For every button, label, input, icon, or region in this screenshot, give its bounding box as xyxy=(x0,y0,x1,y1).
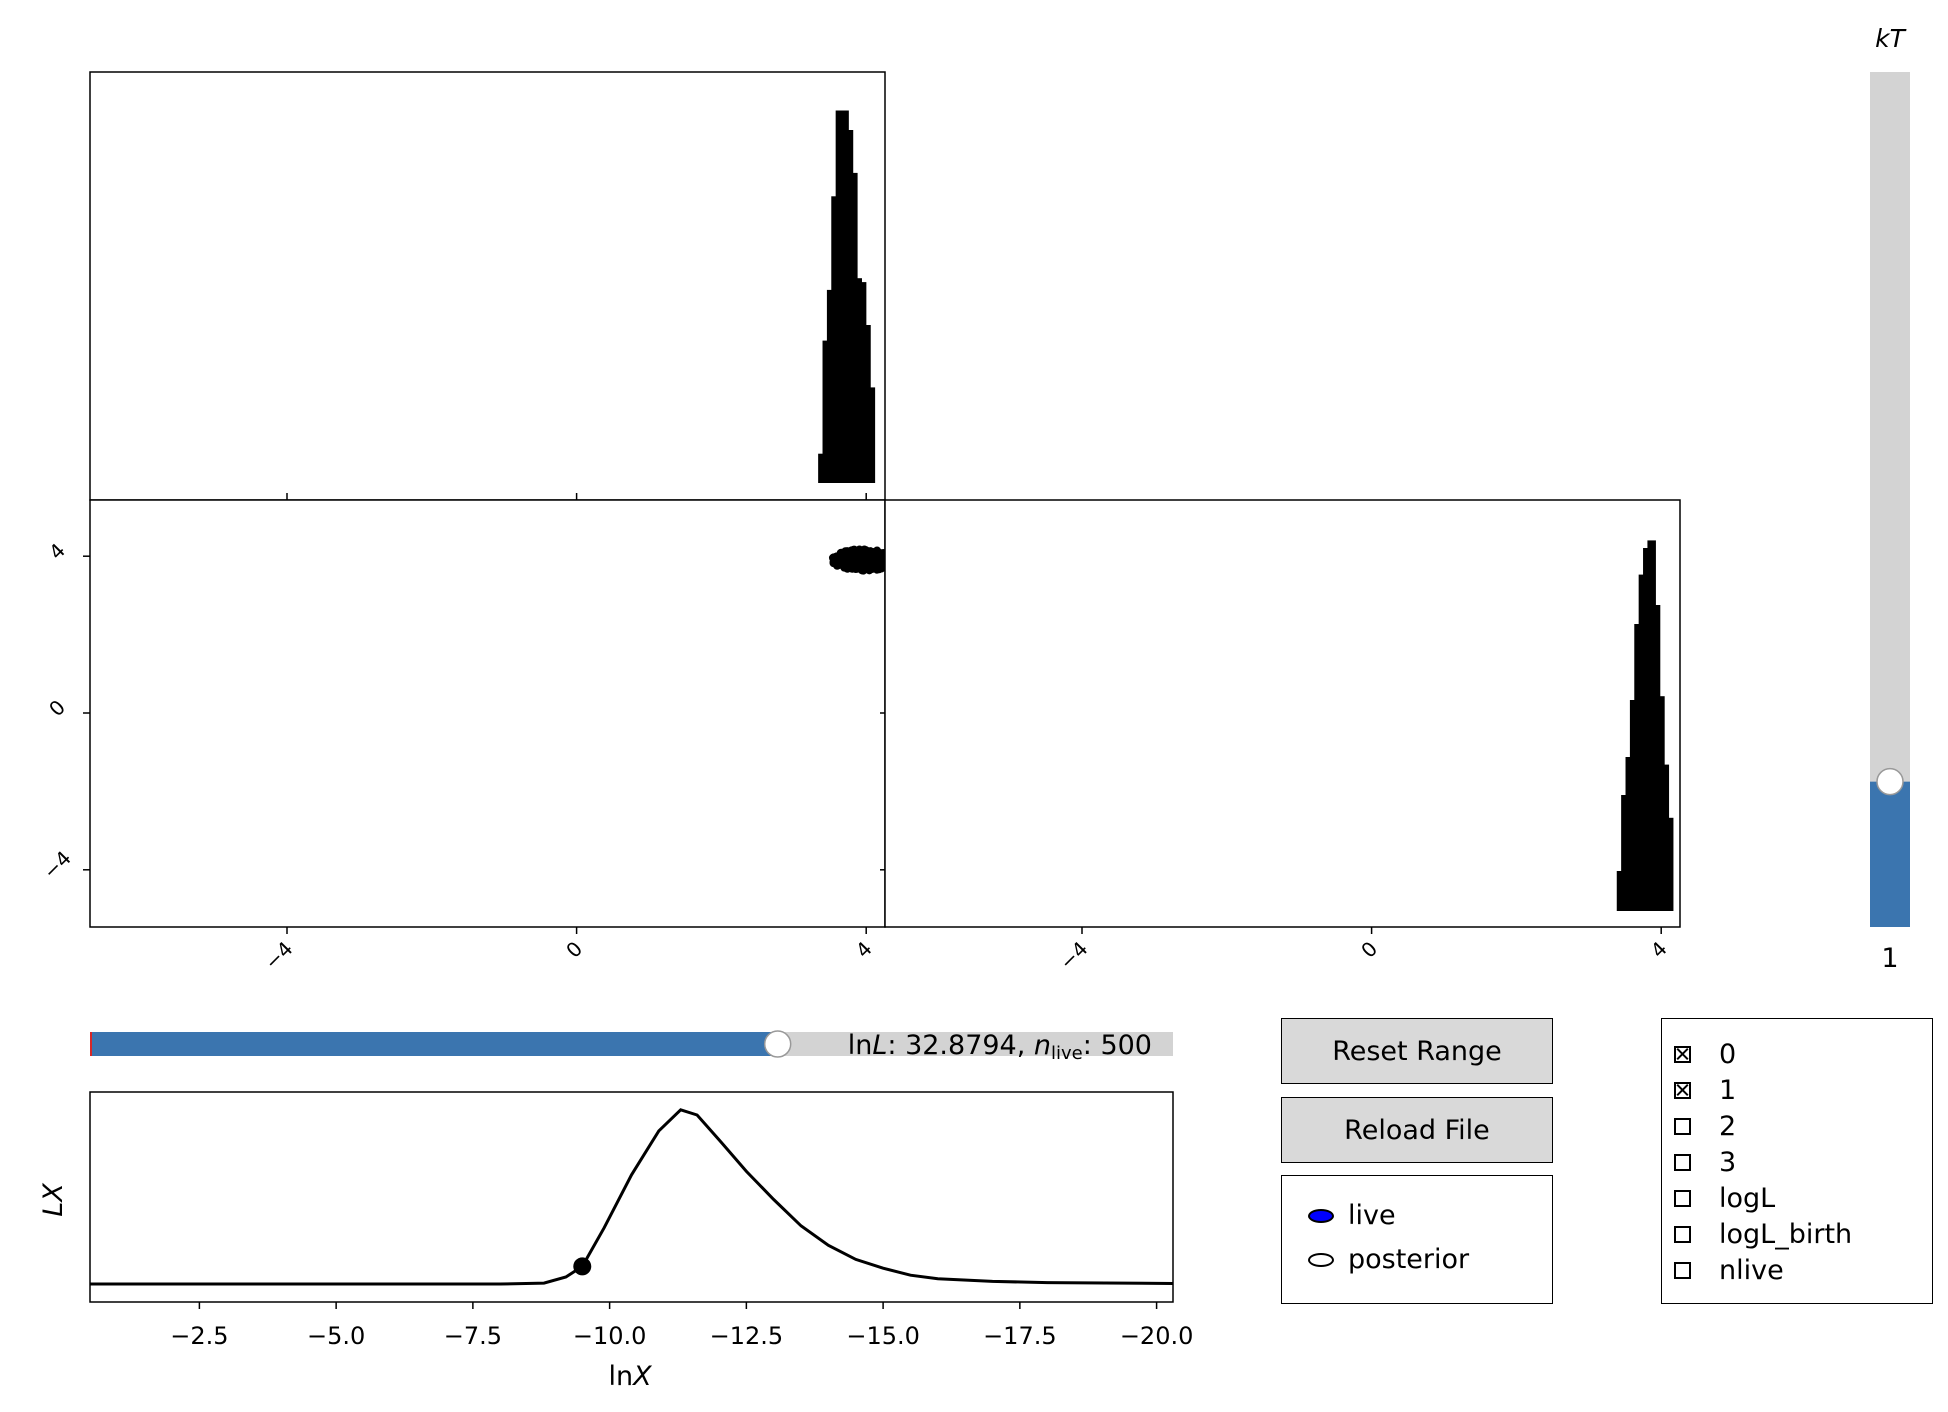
checkbox-label: nlive xyxy=(1719,1255,1784,1286)
lx-x-tick-label: −17.5 xyxy=(983,1322,1057,1350)
lx-x-tick-label: −15.0 xyxy=(846,1322,920,1350)
scatter-point xyxy=(832,559,841,568)
checkbox-param-2[interactable]: 2 xyxy=(1674,1111,1736,1142)
hist-panel-0[interactable] xyxy=(89,71,886,501)
hist0-bar xyxy=(866,387,876,483)
lx-x-tick-label: −5.0 xyxy=(307,1322,365,1350)
lx-current-point xyxy=(573,1257,592,1276)
radio-posterior-label: posterior xyxy=(1348,1244,1470,1275)
checkbox-label: 3 xyxy=(1719,1147,1737,1178)
reset-range-button[interactable]: Reset Range xyxy=(1281,1018,1553,1084)
checkbox-unchecked-icon xyxy=(1674,1262,1691,1279)
checkbox-unchecked-icon xyxy=(1674,1118,1691,1135)
x-tick-label: −4 xyxy=(1055,937,1093,975)
scatter-point xyxy=(868,564,877,573)
x-tick-label: 4 xyxy=(851,937,877,963)
checkbox-unchecked-icon xyxy=(1674,1190,1691,1207)
checkbox-checked-icon xyxy=(1674,1046,1691,1063)
x-tick-label: −4 xyxy=(260,937,298,975)
checkbox-label: logL_birth xyxy=(1719,1219,1853,1250)
checkbox-param-0[interactable]: 0 xyxy=(1674,1039,1736,1070)
scatter-panel[interactable] xyxy=(89,499,886,928)
scatter-point xyxy=(850,561,859,570)
checkbox-unchecked-icon xyxy=(1674,1154,1691,1171)
y-tick-label: 0 xyxy=(44,695,70,721)
x-tick-label: 4 xyxy=(1646,937,1672,963)
checkbox-label: logL xyxy=(1719,1183,1776,1214)
kt-slider-fill xyxy=(1870,781,1910,927)
checkbox-label: 1 xyxy=(1719,1075,1737,1106)
scatter-point xyxy=(843,558,852,567)
checkbox-label: 0 xyxy=(1719,1039,1737,1070)
parameter-checkbox-group: 0 1 2 3 logL logL_birth nlive xyxy=(1661,1018,1933,1304)
checkbox-param-3[interactable]: 3 xyxy=(1674,1147,1736,1178)
lx-plot-axes[interactable] xyxy=(89,1091,1174,1303)
checkbox-label: 2 xyxy=(1719,1111,1737,1142)
lx-curve xyxy=(90,1108,1174,1286)
lx-x-tick-label: −10.0 xyxy=(573,1322,647,1350)
kt-slider-handle[interactable] xyxy=(1876,767,1904,796)
radio-posterior-icon xyxy=(1308,1252,1334,1267)
logl-readout: lnL: 32.8794, nlive: 500 xyxy=(848,1030,1152,1064)
lx-x-tick-label: −2.5 xyxy=(170,1322,228,1350)
lx-x-tick-label: −12.5 xyxy=(710,1322,784,1350)
logl-slider-fill xyxy=(90,1032,778,1056)
checkbox-logL[interactable]: logL xyxy=(1674,1183,1775,1214)
lx-x-tick-label: −7.5 xyxy=(444,1322,502,1350)
lx-x-tick-label: −20.0 xyxy=(1120,1322,1194,1350)
kt-label: kT xyxy=(1875,24,1906,53)
logl-slider-handle[interactable] xyxy=(763,1030,792,1058)
lx-ylabel: LX xyxy=(38,1183,69,1217)
checkbox-param-1[interactable]: 1 xyxy=(1674,1075,1736,1106)
checkbox-logL-birth[interactable]: logL_birth xyxy=(1674,1219,1852,1250)
checkbox-checked-icon xyxy=(1674,1082,1691,1099)
y-tick-label: −4 xyxy=(38,846,76,884)
checkbox-unchecked-icon xyxy=(1674,1226,1691,1243)
hist-panel-1[interactable] xyxy=(884,499,1681,928)
logl-value: 32.8794 xyxy=(905,1030,1017,1061)
reload-file-button[interactable]: Reload File xyxy=(1281,1097,1553,1163)
kt-value: 1 xyxy=(1881,943,1898,974)
scatter-point xyxy=(870,551,879,560)
logl-slider-min-mark xyxy=(90,1032,92,1056)
histogram-param-0 xyxy=(818,110,876,484)
radio-live[interactable]: live xyxy=(1308,1200,1396,1231)
checkbox-nlive[interactable]: nlive xyxy=(1674,1255,1784,1286)
radio-posterior[interactable]: posterior xyxy=(1308,1244,1469,1275)
hist1-bar xyxy=(1664,817,1674,911)
scatter-point xyxy=(844,548,853,557)
lx-x-ticks: −2.5 −5.0 −7.5 −10.0 −12.5 −15.0 −17.5 −20.0 xyxy=(170,1302,1193,1350)
x-tick-label: 0 xyxy=(561,937,587,963)
sample-type-radio-group: live posterior xyxy=(1281,1175,1553,1304)
lx-xlabel: lnX xyxy=(608,1361,652,1392)
y-tick-label: 4 xyxy=(44,538,70,564)
scatter-point xyxy=(851,550,860,559)
scatter-point xyxy=(859,561,868,570)
radio-live-icon xyxy=(1308,1208,1334,1223)
radio-live-label: live xyxy=(1348,1200,1396,1231)
histogram-param-1 xyxy=(1616,540,1674,912)
nlive-value: 500 xyxy=(1100,1030,1152,1061)
x-tick-label: 0 xyxy=(1356,937,1382,963)
